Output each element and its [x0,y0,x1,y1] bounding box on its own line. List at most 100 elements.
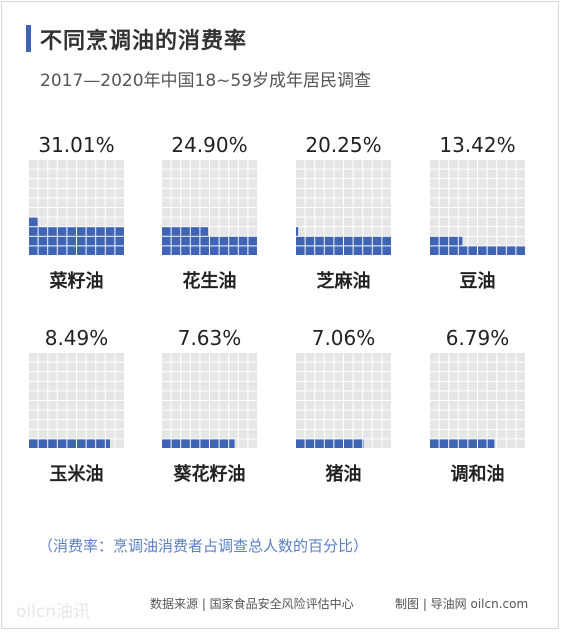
waffle-cell [439,362,449,372]
waffle-cell [38,410,48,420]
waffle-cell [497,420,506,429]
waffle-cell [296,381,305,391]
waffle-cell [487,236,497,246]
waffle-cell [449,227,458,236]
waffle-cell-filled [48,246,57,255]
waffle-cell [324,169,334,179]
waffle-cell-filled [468,246,477,255]
waffle-cell [449,429,458,439]
waffle-cell [38,353,48,362]
waffle-cell [344,198,353,207]
waffle-cell-filled [210,439,219,448]
waffle-cell [38,391,48,400]
waffle-svg [29,160,124,255]
waffle-cell [430,227,439,236]
waffle-cell [48,420,57,429]
waffle-cell [219,372,229,381]
waffle-cell [77,429,86,439]
waffle-cell-filled [38,439,48,448]
waffle-cell [324,410,334,420]
waffle-cell [497,362,506,372]
waffle-cell [372,188,382,198]
waffle-cell-filled [439,246,449,255]
waffle-cell [372,391,382,400]
waffle-cell [305,169,315,179]
waffle-cell [171,160,181,169]
value-label: 31.01% [38,133,115,157]
waffle-cell [478,198,487,207]
waffle-cell [105,439,115,448]
waffle-cell [219,420,229,429]
waffle-cell [86,429,96,439]
waffle-cell-filled [200,246,209,255]
waffle-grid [296,160,391,255]
waffle-cell [506,169,516,179]
waffle-cell [315,429,324,439]
waffle-cell [162,372,171,381]
waffle-cell [38,208,48,217]
waffle-cell [506,381,516,391]
waffle-cell [115,429,124,439]
waffle-cell [181,169,190,179]
waffle-cell [430,353,439,362]
waffle-cell [96,353,105,362]
waffle-cell [353,169,363,179]
waffle-cell [305,188,315,198]
waffle-cell [439,401,449,410]
waffle-cell [363,420,372,429]
waffle-cell [229,188,238,198]
waffle-cell [190,169,200,179]
waffle-cell [487,362,497,372]
waffle-cell [372,362,382,372]
waffle-cell-filled [305,236,315,246]
waffle-cell [29,362,38,372]
waffle-cell [382,353,391,362]
waffle-cell [506,410,516,420]
waffle-cell [372,420,382,429]
waffle-cell [238,362,248,372]
waffle-cell [497,401,506,410]
waffle-cell [105,179,115,188]
waffle-cell [248,169,257,179]
waffle-cell [77,353,86,362]
waffle-cell [86,372,96,381]
waffle-cell [478,410,487,420]
waffle-cell [229,160,238,169]
waffle-cell [516,372,525,381]
waffle-cell [353,362,363,372]
waffle-cell [468,227,477,236]
waffle-cell [96,169,105,179]
waffle-cell [181,420,190,429]
waffle-cell-filled [29,217,38,227]
waffle-cell [190,372,200,381]
waffle-cell [115,391,124,400]
waffle-cell-filled [516,246,525,255]
waffle-cell [171,391,181,400]
waffle-cell [315,381,324,391]
waffle-cell [353,372,363,381]
waffle-cell [238,160,248,169]
waffle-cell [344,169,353,179]
waffle-cell-filled [324,236,334,246]
waffle-cell [516,160,525,169]
waffle-cell [478,208,487,217]
waffle-cell [86,188,96,198]
waffle-cell [162,381,171,391]
waffle-cell [449,353,458,362]
waffle-cell [38,420,48,429]
waffle-cell [334,381,343,391]
waffle-cell [190,362,200,372]
waffle-cell [219,227,229,236]
waffle-cell [200,362,209,372]
waffle-cell-filled [382,236,391,246]
waffle-cell-filled [487,246,497,255]
waffle-cell [305,410,315,420]
waffle-cell [324,227,334,236]
waffle-cell [506,372,516,381]
waffle-cell [296,160,305,169]
waffle-cell [210,381,219,391]
waffle-cell-filled [162,227,171,236]
waffle-cell [372,227,382,236]
waffle-cell [382,188,391,198]
waffle-cell [181,401,190,410]
